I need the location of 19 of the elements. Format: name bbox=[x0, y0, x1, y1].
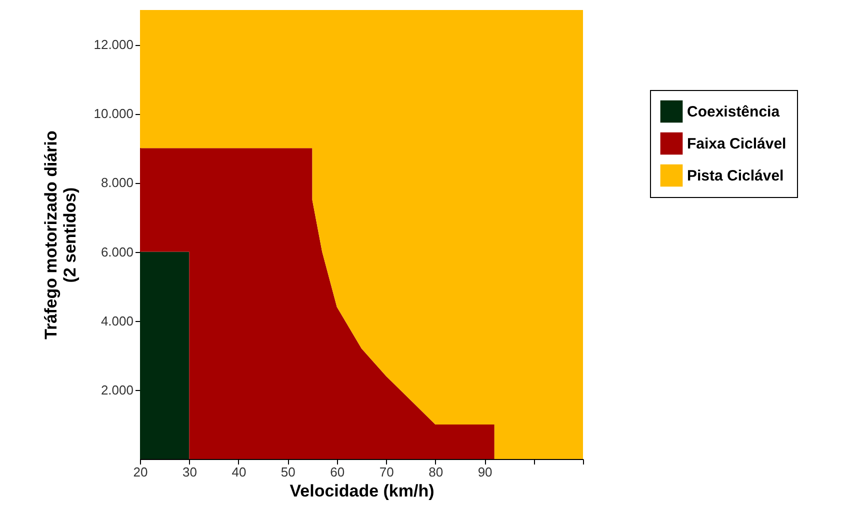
y-axis-title: Tráfego motorizado diário (2 sentidos) bbox=[42, 130, 80, 340]
x-axis-title: Velocidade (km/h) bbox=[290, 482, 434, 500]
y-tick-label: 10.000 bbox=[94, 106, 134, 122]
y-tick-label: 4.000 bbox=[100, 313, 134, 328]
legend-label: Faixa Ciclável bbox=[687, 136, 786, 152]
x-tick-label: 80 bbox=[428, 464, 444, 480]
y-tick-label: 2.000 bbox=[100, 382, 134, 398]
y-tick-label: 12.000 bbox=[94, 37, 134, 52]
y-tick-label: 8.000 bbox=[100, 175, 134, 190]
x-tick-label: 50 bbox=[280, 464, 296, 480]
x-tick-label: 70 bbox=[379, 464, 394, 480]
y-tick-label: 6.000 bbox=[100, 244, 134, 260]
legend-label: Pista Ciclável bbox=[687, 168, 784, 184]
x-tick-label: 30 bbox=[182, 464, 197, 480]
x-tick-label: 40 bbox=[232, 464, 246, 480]
x-tick-label: 20 bbox=[133, 464, 148, 480]
x-tick-label: 60 bbox=[330, 464, 345, 480]
legend-label: Coexistência bbox=[687, 104, 780, 120]
x-tick-label: 90 bbox=[478, 464, 492, 480]
